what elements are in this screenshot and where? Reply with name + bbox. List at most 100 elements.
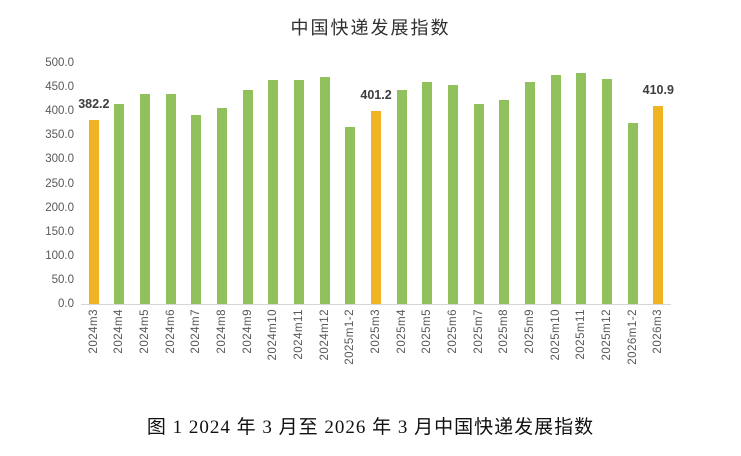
y-tick-label: 350.0 <box>45 129 74 142</box>
x-slot: 2025m10 <box>543 309 569 404</box>
y-tick-label: 150.0 <box>45 225 74 238</box>
bar-slot <box>568 63 594 304</box>
y-tick-label: 300.0 <box>45 153 74 166</box>
x-tick-label: 2025m5 <box>421 309 434 354</box>
bar-slot <box>492 63 518 304</box>
x-tick-label: 2024m6 <box>164 309 177 354</box>
x-tick-label: 2024m12 <box>318 309 331 361</box>
bar-slot <box>543 63 569 304</box>
bar <box>627 123 638 304</box>
y-tick-label: 100.0 <box>45 249 74 262</box>
x-slot: 2024m3 <box>81 309 107 404</box>
x-tick-label: 2025m11 <box>575 309 588 360</box>
x-slot: 2025m4 <box>389 309 415 404</box>
chart-title: 中国快递发展指数 <box>290 18 451 38</box>
bar-slot <box>209 63 235 304</box>
data-label: 410.9 <box>642 83 674 98</box>
x-axis: 2024m3 2024m4 2024m5 2024m6 2024m7 2024m8 2024… <box>81 309 671 404</box>
x-slot: 2024m12 <box>312 309 338 404</box>
x-slot: 2024m9 <box>235 309 261 404</box>
x-slot: 2024m6 <box>158 309 184 404</box>
x-slot: 2025m3 <box>363 309 389 404</box>
bar <box>473 104 484 304</box>
bar <box>371 110 382 304</box>
x-slot: 2025m1-2 <box>338 309 364 404</box>
bar <box>88 119 99 304</box>
bar-slot <box>389 63 415 304</box>
bar-slot <box>286 63 312 304</box>
bar-slot <box>107 63 133 304</box>
data-label: 382.2 <box>78 97 110 112</box>
bar-slot <box>415 63 441 304</box>
x-slot: 2024m11 <box>286 309 312 404</box>
bar-slot <box>620 63 646 304</box>
bar-slot <box>517 63 543 304</box>
bar <box>345 127 356 304</box>
x-slot: 2024m10 <box>261 309 287 404</box>
x-slot: 2024m7 <box>184 309 210 404</box>
bar <box>448 84 459 304</box>
x-tick-label: 2024m9 <box>241 309 254 354</box>
data-label: 401.2 <box>360 88 392 103</box>
x-tick-label: 2024m3 <box>87 309 100 354</box>
bar-slot: 410.9 <box>642 63 674 304</box>
bar-slot <box>594 63 620 304</box>
x-tick-label: 2025m8 <box>498 309 511 354</box>
x-slot: 2025m9 <box>517 309 543 404</box>
y-tick-label: 50.0 <box>51 273 74 286</box>
x-tick-label: 2025m1-2 <box>344 309 357 365</box>
bar-slot <box>466 63 492 304</box>
bar <box>165 93 176 304</box>
bar <box>396 90 407 304</box>
x-tick-label: 2024m5 <box>139 309 152 354</box>
x-tick-label: 2024m8 <box>216 309 229 354</box>
bar-slot <box>261 63 287 304</box>
bar-slot <box>440 63 466 304</box>
x-tick-label: 2024m4 <box>113 309 126 354</box>
bar <box>217 107 228 304</box>
x-slot: 2025m7 <box>466 309 492 404</box>
x-tick-label: 2025m6 <box>447 309 460 354</box>
bar <box>524 82 535 304</box>
x-tick-label: 2024m11 <box>293 309 306 360</box>
x-tick-label: 2024m10 <box>267 309 280 361</box>
bar <box>242 90 253 304</box>
x-tick-label: 2025m12 <box>600 309 613 361</box>
y-tick-label: 500.0 <box>45 57 74 69</box>
bar-slot <box>132 63 158 304</box>
bar <box>191 114 202 304</box>
bar-slot: 382.2 <box>78 63 110 304</box>
y-tick-label: 0.0 <box>58 298 74 310</box>
x-tick-label: 2025m7 <box>472 309 485 354</box>
bar <box>268 79 279 304</box>
bar-slot <box>338 63 364 304</box>
x-tick-label: 2025m9 <box>523 309 536 354</box>
y-tick-label: 250.0 <box>45 177 74 190</box>
x-slot: 2024m8 <box>209 309 235 404</box>
bar <box>499 99 510 304</box>
bar-slot <box>184 63 210 304</box>
bar <box>319 76 330 304</box>
bar-slot <box>312 63 338 304</box>
x-slot: 2026m1-2 <box>620 309 646 404</box>
bar <box>576 72 587 304</box>
x-slot: 2025m12 <box>594 309 620 404</box>
bar-slot <box>158 63 184 304</box>
y-tick-label: 400.0 <box>45 105 74 118</box>
x-slot: 2025m5 <box>415 309 441 404</box>
bar <box>140 94 151 304</box>
plot-area: 382.2 401.2 410.9 <box>78 63 674 305</box>
bar <box>422 82 433 304</box>
x-tick-label: 2025m4 <box>395 309 408 354</box>
y-tick-label: 200.0 <box>45 201 74 214</box>
x-slot: 2024m5 <box>132 309 158 404</box>
x-tick-label: 2026m1-2 <box>626 309 639 365</box>
x-slot: 2026m3 <box>645 309 671 404</box>
bar-slot: 401.2 <box>360 63 392 304</box>
x-slot: 2025m11 <box>568 309 594 404</box>
x-slot: 2025m8 <box>492 309 518 404</box>
bar <box>601 78 612 304</box>
x-tick-label: 2025m10 <box>549 309 562 361</box>
bar <box>653 105 664 304</box>
x-tick-label: 2025m3 <box>370 309 383 354</box>
